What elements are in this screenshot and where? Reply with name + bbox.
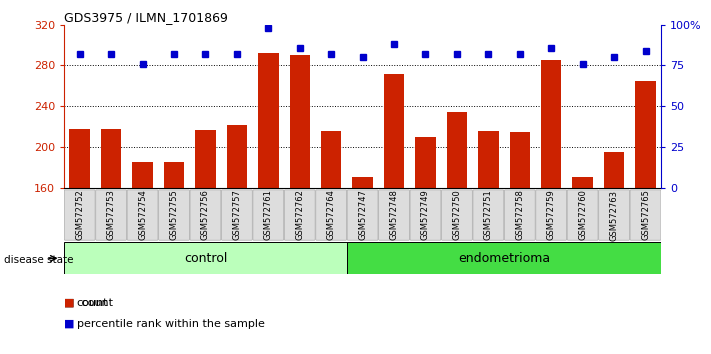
Text: GSM572762: GSM572762: [295, 190, 304, 240]
FancyBboxPatch shape: [379, 190, 410, 240]
FancyBboxPatch shape: [630, 190, 661, 240]
Text: control: control: [183, 252, 227, 265]
Text: percentile rank within the sample: percentile rank within the sample: [77, 319, 264, 329]
Bar: [572, 177, 593, 188]
FancyBboxPatch shape: [316, 190, 346, 240]
Bar: [636, 81, 656, 188]
FancyBboxPatch shape: [190, 190, 221, 240]
Bar: [321, 131, 341, 188]
Text: GSM572748: GSM572748: [390, 190, 399, 240]
Text: count: count: [77, 298, 108, 308]
Text: GSM572752: GSM572752: [75, 190, 84, 240]
FancyBboxPatch shape: [504, 190, 535, 240]
Bar: [447, 112, 467, 188]
Text: GSM572754: GSM572754: [138, 190, 147, 240]
Bar: [415, 137, 436, 188]
FancyBboxPatch shape: [442, 190, 472, 240]
FancyBboxPatch shape: [221, 190, 252, 240]
Text: disease state: disease state: [4, 255, 73, 265]
Bar: [347, 242, 661, 274]
Text: GSM572751: GSM572751: [484, 190, 493, 240]
FancyBboxPatch shape: [127, 190, 158, 240]
Text: ■: ■: [64, 319, 75, 329]
FancyBboxPatch shape: [284, 190, 315, 240]
Bar: [196, 130, 215, 188]
FancyBboxPatch shape: [64, 190, 95, 240]
FancyBboxPatch shape: [473, 190, 504, 240]
Text: endometrioma: endometrioma: [458, 252, 550, 265]
Bar: [541, 61, 562, 188]
FancyBboxPatch shape: [599, 190, 629, 240]
FancyBboxPatch shape: [253, 190, 284, 240]
Bar: [70, 129, 90, 188]
Text: GSM572756: GSM572756: [201, 190, 210, 240]
Bar: [289, 55, 310, 188]
Bar: [384, 74, 405, 188]
FancyBboxPatch shape: [536, 190, 567, 240]
Text: GSM572750: GSM572750: [452, 190, 461, 240]
Text: GSM572755: GSM572755: [169, 190, 178, 240]
FancyBboxPatch shape: [567, 190, 598, 240]
Bar: [604, 152, 624, 188]
Text: GDS3975 / ILMN_1701869: GDS3975 / ILMN_1701869: [64, 11, 228, 24]
FancyBboxPatch shape: [410, 190, 441, 240]
Text: GSM572757: GSM572757: [232, 190, 241, 240]
Text: GSM572763: GSM572763: [609, 189, 619, 241]
Bar: [510, 132, 530, 188]
Text: GSM572760: GSM572760: [578, 190, 587, 240]
Bar: [353, 177, 373, 188]
Bar: [258, 53, 279, 188]
Bar: [478, 131, 498, 188]
Text: GSM572758: GSM572758: [515, 190, 524, 240]
Bar: [164, 162, 184, 188]
Text: GSM572765: GSM572765: [641, 190, 650, 240]
Bar: [101, 129, 122, 188]
FancyBboxPatch shape: [96, 190, 127, 240]
Bar: [227, 125, 247, 188]
Text: GSM572749: GSM572749: [421, 190, 430, 240]
FancyBboxPatch shape: [159, 190, 189, 240]
Bar: [64, 242, 347, 274]
Text: GSM572753: GSM572753: [107, 190, 116, 240]
Text: GSM572761: GSM572761: [264, 190, 273, 240]
Bar: [132, 162, 153, 188]
Text: ■  count: ■ count: [64, 298, 113, 308]
Text: GSM572747: GSM572747: [358, 190, 367, 240]
Text: GSM572759: GSM572759: [547, 190, 556, 240]
Text: ■: ■: [64, 298, 75, 308]
FancyBboxPatch shape: [347, 190, 378, 240]
Text: GSM572764: GSM572764: [326, 190, 336, 240]
